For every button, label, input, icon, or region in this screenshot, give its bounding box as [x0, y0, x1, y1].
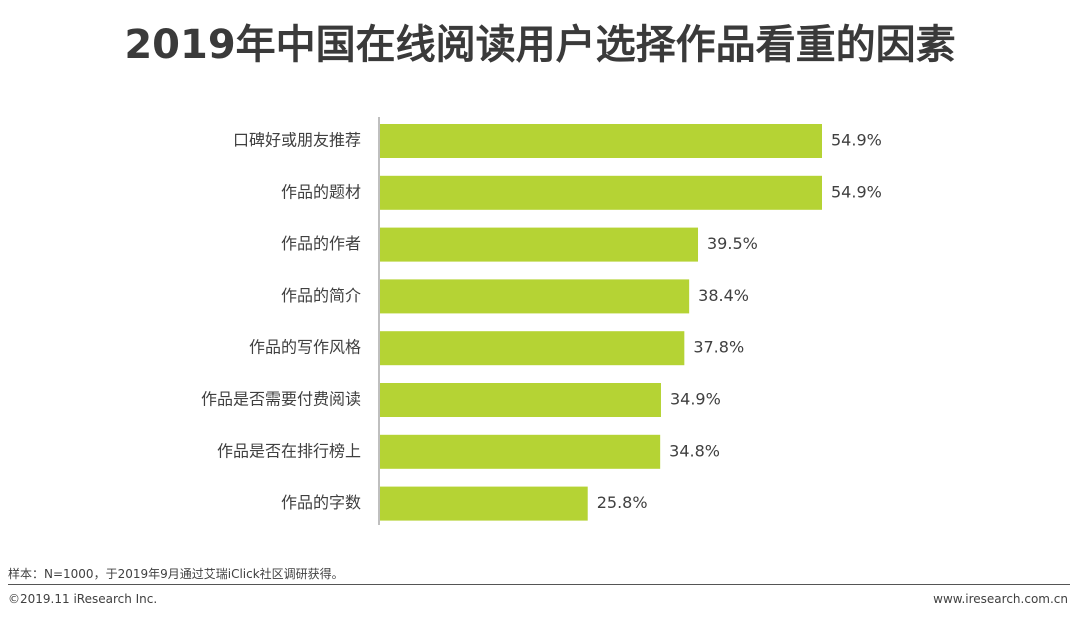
bar	[380, 227, 699, 262]
bar	[380, 486, 588, 521]
sample-note: 样本：N=1000，于2019年9月通过艾瑞iClick社区调研获得。	[8, 567, 344, 581]
category-label: 作品的写作风格	[249, 338, 361, 357]
category-label: 作品的作者	[281, 234, 361, 253]
value-label: 34.8%	[669, 441, 720, 460]
bar-group: 口碑好或朋友推荐 54.9%	[233, 124, 882, 158]
value-label: 54.9%	[831, 131, 882, 150]
bar-group: 作品的字数 25.8%	[281, 486, 648, 521]
chart-title: 2019年中国在线阅读用户选择作品看重的因素	[124, 22, 956, 68]
value-label: 38.4%	[698, 286, 749, 305]
category-label: 口碑好或朋友推荐	[233, 131, 361, 150]
category-label: 作品是否需要付费阅读	[201, 390, 361, 409]
website-url: www.iresearch.com.cn	[933, 592, 1068, 606]
footer-divider	[8, 584, 1070, 585]
bar-group: 作品是否需要付费阅读 34.9%	[201, 383, 721, 417]
bar-group: 作品的写作风格 37.8%	[249, 331, 744, 366]
value-label: 25.8%	[597, 493, 648, 512]
category-label: 作品的题材	[281, 182, 361, 201]
copyright-text: ©2019.11 iResearch Inc.	[8, 592, 158, 606]
value-label: 54.9%	[831, 182, 882, 201]
category-label: 作品是否在排行榜上	[217, 441, 361, 460]
value-label: 39.5%	[707, 234, 758, 253]
bar-chart: 口碑好或朋友推荐 54.9% 作品的题材 54.9% 作品的作者 39.5% 作品的简介 38…	[201, 117, 882, 525]
category-label: 作品的简介	[281, 286, 361, 305]
bar	[380, 383, 661, 417]
bar-group: 作品是否在排行榜上 34.8%	[217, 434, 720, 469]
bar-group: 作品的简介 38.4%	[281, 279, 749, 314]
bar	[380, 279, 690, 314]
bar-group: 作品的题材 54.9%	[281, 175, 882, 210]
bar	[380, 434, 661, 469]
category-label: 作品的字数	[281, 493, 361, 512]
value-label: 37.8%	[693, 338, 744, 357]
bar	[380, 331, 685, 366]
bar-group: 作品的作者 39.5%	[281, 227, 758, 262]
value-label: 34.9%	[670, 390, 721, 409]
bar	[380, 175, 822, 210]
bar	[380, 124, 822, 158]
